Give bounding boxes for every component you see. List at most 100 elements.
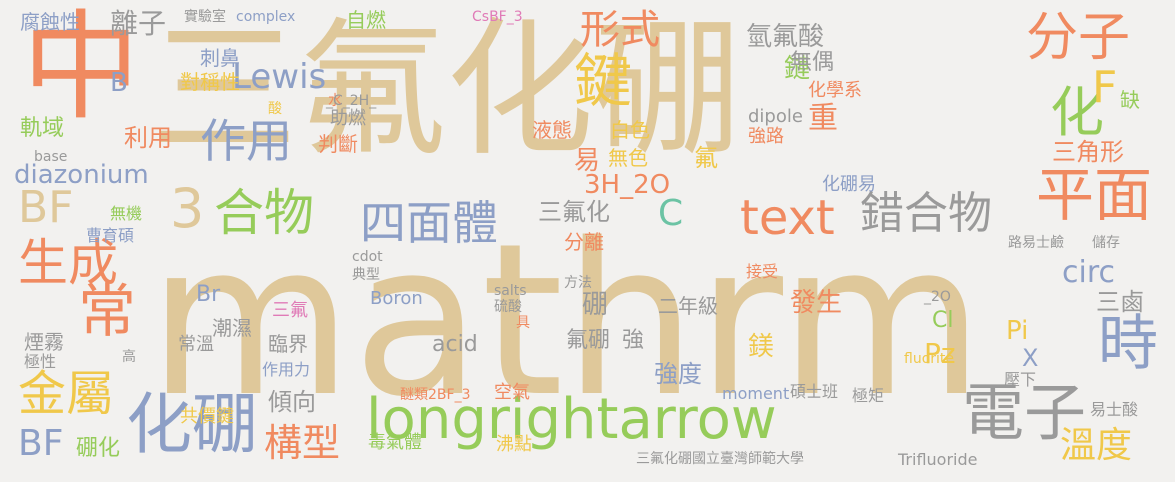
cloud-word: 煙霧 — [24, 330, 64, 354]
cloud-word: 接受 — [746, 262, 779, 281]
cloud-word: 強路 — [748, 126, 784, 147]
cloud-word: 化硼 — [126, 386, 258, 463]
cloud-word: 溫度 — [1060, 425, 1133, 466]
cloud-word: 作用力 — [262, 360, 311, 379]
cloud-word: 作用 — [200, 114, 292, 168]
cloud-word: 電子 — [962, 376, 1087, 449]
cloud-word: 硼化 — [76, 436, 121, 461]
cloud-word: B — [110, 68, 128, 98]
cloud-word: 具 — [516, 315, 530, 331]
cloud-word: Br — [196, 282, 221, 307]
cloud-word: 傾向 — [268, 388, 316, 416]
cloud-word: 易士酸 — [1090, 400, 1139, 419]
cloud-word: 分子 — [1026, 8, 1131, 68]
cloud-word: Pz — [924, 337, 956, 370]
cloud-word: 高 — [122, 349, 136, 365]
cloud-word: 化硼易 — [822, 174, 876, 195]
cloud-word: 化 — [1050, 81, 1104, 144]
cloud-word: 易 — [574, 146, 601, 176]
cloud-word: 路易士鹼 — [1008, 235, 1064, 251]
cloud-word: 中 — [22, 0, 141, 136]
cloud-word: dipole — [748, 106, 803, 127]
cloud-word: 錯合物 — [860, 188, 992, 239]
cloud-word: C — [658, 193, 684, 234]
cloud-word: 壓下 — [1004, 370, 1037, 389]
cloud-word: 氟 — [694, 144, 718, 172]
cloud-word: 臨界 — [268, 332, 308, 356]
cloud-word: 常溫 — [178, 334, 214, 355]
cloud-word: _2O — [924, 289, 951, 305]
cloud-word: 氟硼 — [566, 328, 611, 353]
cloud-word: 鎂 — [748, 332, 775, 362]
cloud-word: 離子 — [110, 7, 167, 40]
cloud-word: 合物 — [214, 184, 314, 242]
cloud-word: 重 — [808, 101, 838, 136]
cloud-word: 強 — [622, 328, 645, 353]
cloud-word: 實驗室 — [184, 9, 226, 25]
cloud-word: 硼 — [582, 290, 609, 320]
cloud-word: 三氟化硼 — [150, 4, 742, 176]
cloud-word: 三角形 — [1052, 138, 1124, 166]
cloud-word: 水 — [328, 93, 342, 109]
cloud-word: 無色 — [608, 146, 648, 170]
cloud-word: 鏈 — [784, 54, 811, 84]
cloud-word: 金屬 — [18, 366, 115, 422]
cloud-word: longrightarrow — [366, 387, 777, 452]
cloud-word: 液態 — [532, 118, 572, 142]
cloud-word: 白色 — [610, 118, 650, 142]
cloud-word: _C_2H_ — [326, 93, 377, 109]
cloud-word: 硫酸 — [494, 299, 522, 315]
cloud-word: moment — [722, 384, 790, 403]
cloud-word: 二年級 — [658, 294, 718, 318]
cloud-word: Lewis — [232, 57, 327, 97]
cloud-word: 刺鼻 — [200, 46, 240, 70]
cloud-word: 時 — [1098, 309, 1158, 379]
cloud-word: 腐蝕性 — [20, 10, 80, 34]
cloud-word: 形式 — [580, 7, 660, 53]
cloud-word: 無機 — [110, 204, 143, 223]
cloud-word: 利用 — [124, 124, 172, 152]
cloud-word: circ — [1062, 255, 1115, 290]
cloud-word: Boron — [370, 288, 423, 309]
cloud-word: 三鹵 — [1096, 288, 1144, 316]
cloud-word: 無偶 — [790, 50, 835, 75]
cloud-word: 三氟 — [272, 300, 308, 321]
cloud-word: BF — [18, 423, 64, 464]
cloud-word: 潮濕 — [212, 316, 252, 340]
cloud-word: 生成 — [18, 234, 118, 292]
cloud-word: 儲存 — [1092, 235, 1120, 251]
cloud-word: 判斷 — [318, 132, 358, 156]
cloud-word: 極性 — [24, 352, 57, 371]
cloud-word: 碩士班 — [790, 382, 839, 401]
cloud-word: 三氟化硼國立臺灣師範大學 — [636, 451, 804, 467]
cloud-word: 典型 — [352, 267, 380, 283]
cloud-word: 毒氣體 — [368, 432, 422, 453]
cloud-word: 強度 — [654, 360, 702, 388]
cloud-word: X — [1022, 344, 1039, 372]
cloud-word: 三氟化 — [538, 198, 610, 226]
cloud-word: 發生 — [790, 288, 843, 318]
cloud-word: 沸點 — [496, 434, 532, 455]
cloud-word: 曹育碩 — [86, 226, 135, 245]
cloud-word: 構型 — [264, 421, 341, 465]
cloud-word: 共價鍵 — [180, 406, 234, 427]
cloud-word: fluorite — [904, 351, 955, 367]
cloud-word: F — [1092, 62, 1118, 113]
cloud-word: CsBF_3 — [472, 9, 523, 25]
cloud-word: 氫氟酸 — [746, 22, 825, 52]
cloud-word: 極矩 — [852, 386, 885, 405]
cloud-word: base — [34, 149, 68, 165]
cloud-word: 醚類2BF_3 — [400, 387, 471, 403]
cloud-word: 四面體 — [360, 196, 498, 250]
cloud-word: text — [740, 190, 835, 246]
cloud-word: Pi — [1006, 316, 1029, 346]
cloud-word: acid — [432, 332, 478, 357]
cloud-word: complex — [236, 9, 296, 25]
cloud-word: salts — [494, 283, 527, 299]
cloud-word: 分離 — [564, 230, 604, 254]
cloud-word: Cl — [932, 308, 954, 333]
cloud-word: 空氣 — [494, 382, 530, 403]
cloud-word: 缺 — [1120, 88, 1140, 112]
cloud-word: diazonium — [14, 160, 149, 190]
